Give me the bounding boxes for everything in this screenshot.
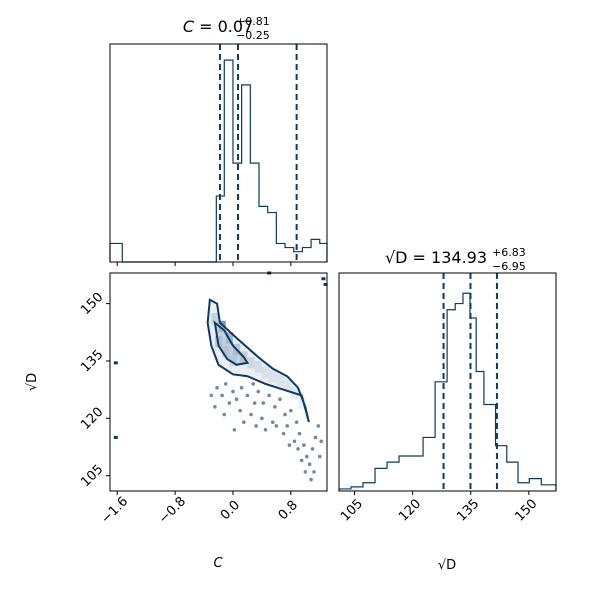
contour-outer [206,298,310,423]
histogram-step [109,59,328,263]
histogram-step [338,292,557,491]
scatter-point [270,420,275,424]
scatter-point [242,420,246,424]
scatter-point [260,416,264,421]
outlier-point [113,361,118,365]
scatter-point [303,470,308,474]
scatter-point [273,405,277,409]
scatter-point [299,458,304,463]
scatter-point [209,393,214,398]
scatter-point [232,428,237,432]
scatter-point [231,389,235,394]
title-sqrtd-minus: −6.95 [492,260,526,273]
x-tick-label: 0.0 [218,498,243,523]
scatter-point [307,462,312,467]
contour-inner [213,320,250,366]
scatter-point [261,401,266,405]
scatter-point [274,424,279,428]
x-tick-label: −1.6 [98,494,131,527]
title-c: C = 0.07 [183,17,253,36]
title-c-minus: −0.25 [236,29,270,42]
scatter-point [234,397,239,402]
x-tick-label: 150 [512,496,540,524]
scatter-point [249,412,253,417]
scatter-point [313,435,318,440]
scatter-point [302,443,306,447]
scatter-point [263,428,268,432]
outlier-point [113,435,118,439]
scatter-point [238,408,242,413]
scatter-point [294,420,299,424]
scatter-point [213,405,217,409]
scatter-point [289,408,293,413]
y-tick-label: 105 [78,462,106,490]
scatter-point [220,393,224,398]
scatter-point [254,424,258,428]
scatter-point [252,401,257,405]
scatter-point [316,424,321,428]
panel-frame [109,43,328,263]
outlier-point [321,277,326,281]
xlabel-sqrtd: √D [438,558,456,573]
scatter-point [287,443,292,447]
scatter-c-sqrtd-panel: −1.6 −0.8 0.0 0.8 105 120 135 150 [78,271,328,527]
scatter-point [309,477,313,482]
scatter-point [223,382,228,386]
title-sqrtd-plus: +6.83 [492,246,526,259]
ylabel-sqrtd: √D [25,373,40,391]
scatter-point [310,447,315,451]
y-tick-label: 150 [78,290,106,318]
xlabel-c: C [213,556,223,571]
y-tick-label: 135 [78,347,106,375]
x-tick-label: 135 [454,496,482,524]
scatter-point [245,393,250,398]
scatter-point [215,385,219,390]
scatter-point [278,397,282,402]
scatter-point [239,385,244,390]
scatter-point [227,401,232,405]
scatter-point [312,470,316,474]
histogram-c-panel [109,43,328,266]
scatter-point [285,424,290,428]
scatter-point [319,439,324,444]
title-sqrtd: √D = 134.93 [385,248,487,267]
scatter-point [251,382,256,386]
scatter-point [256,389,261,394]
scatter-point [317,454,322,459]
title-c-plus: +0.81 [236,15,270,28]
y-tick-label: 120 [78,405,106,433]
scatter-point [296,447,300,451]
histogram-sqrtd-panel: 105 120 135 150 [338,272,557,525]
panel-frame [109,272,328,492]
scatter-point [281,431,286,436]
scatter-point [222,412,227,417]
outlier-point [323,282,328,286]
x-tick-label: −0.8 [156,494,189,527]
scatter-point [292,439,297,444]
x-tick-label: 105 [338,496,366,524]
scatter-point [304,454,309,459]
scatter-point [283,412,287,417]
density-cell [298,397,306,409]
x-tick-label: 0.8 [276,498,301,523]
panel-frame [338,272,557,492]
scatter-point [297,431,302,436]
scatter-point [267,393,271,398]
x-tick-label: 120 [396,496,424,524]
